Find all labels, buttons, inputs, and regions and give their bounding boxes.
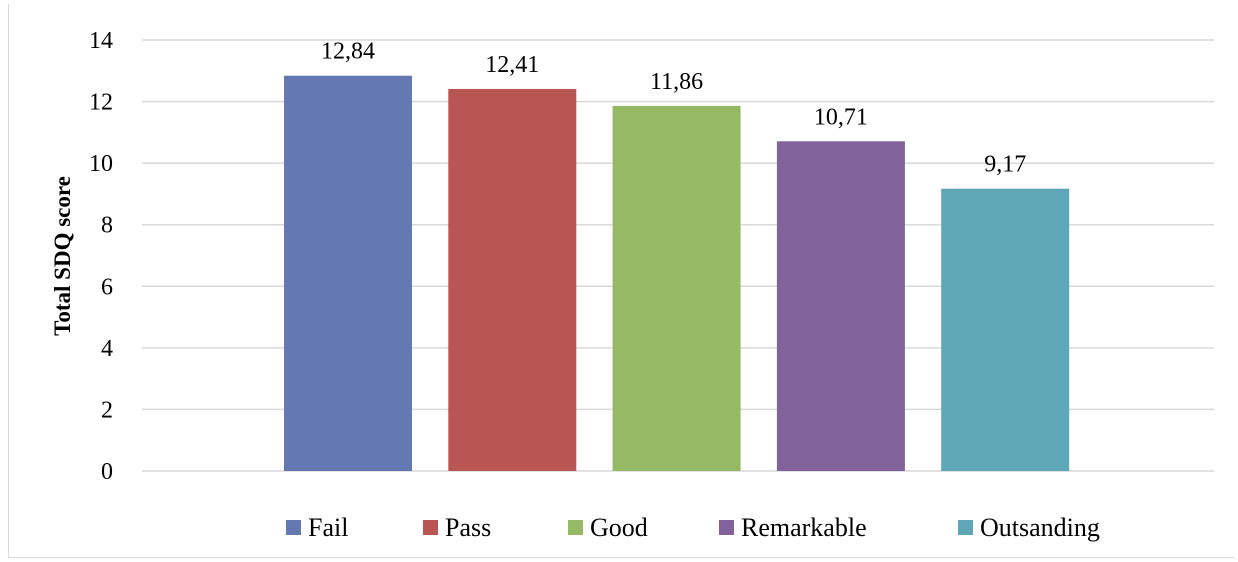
y-tick-label: 8 [101,213,113,239]
legend-swatch [423,520,438,535]
y-tick-label: 12 [89,90,113,116]
y-axis-ticks: 0 2 4 6 8 10 12 14 [89,28,113,485]
data-label: 11,86 [650,69,703,95]
bars [284,75,1070,472]
data-label: 12,41 [485,52,539,78]
legend-label: Outsanding [980,513,1100,542]
legend-label: Pass [445,513,491,542]
legend-label: Fail [308,513,348,542]
y-tick-label: 10 [89,151,113,177]
data-label: 10,71 [814,104,868,130]
chart-frame [8,4,1234,558]
legend-label: Remarkable [741,513,867,542]
legend-swatch [286,520,301,535]
y-tick-label: 14 [89,28,113,54]
y-axis-title: Total SDQ score [50,176,75,336]
legend-swatch [958,520,973,535]
bar-pass [448,88,577,472]
y-tick-label: 0 [101,459,113,485]
y-tick-label: 6 [101,274,113,300]
legend-label: Good [590,513,648,542]
bar-remarkable [776,141,905,471]
y-tick-label: 4 [101,336,113,362]
bar-good [612,105,741,471]
legend-swatch [568,520,583,535]
legend-swatch [719,520,734,535]
bar-fail [284,75,412,471]
data-label: 12,84 [321,39,375,65]
legend: Fail Pass Good Remarkable Outsanding [286,513,1100,542]
y-tick-label: 2 [101,397,113,423]
data-label: 9,17 [984,152,1026,178]
bar-outsanding [941,188,1070,471]
data-labels: 12,84 12,41 11,86 10,71 9,17 [321,39,1026,178]
